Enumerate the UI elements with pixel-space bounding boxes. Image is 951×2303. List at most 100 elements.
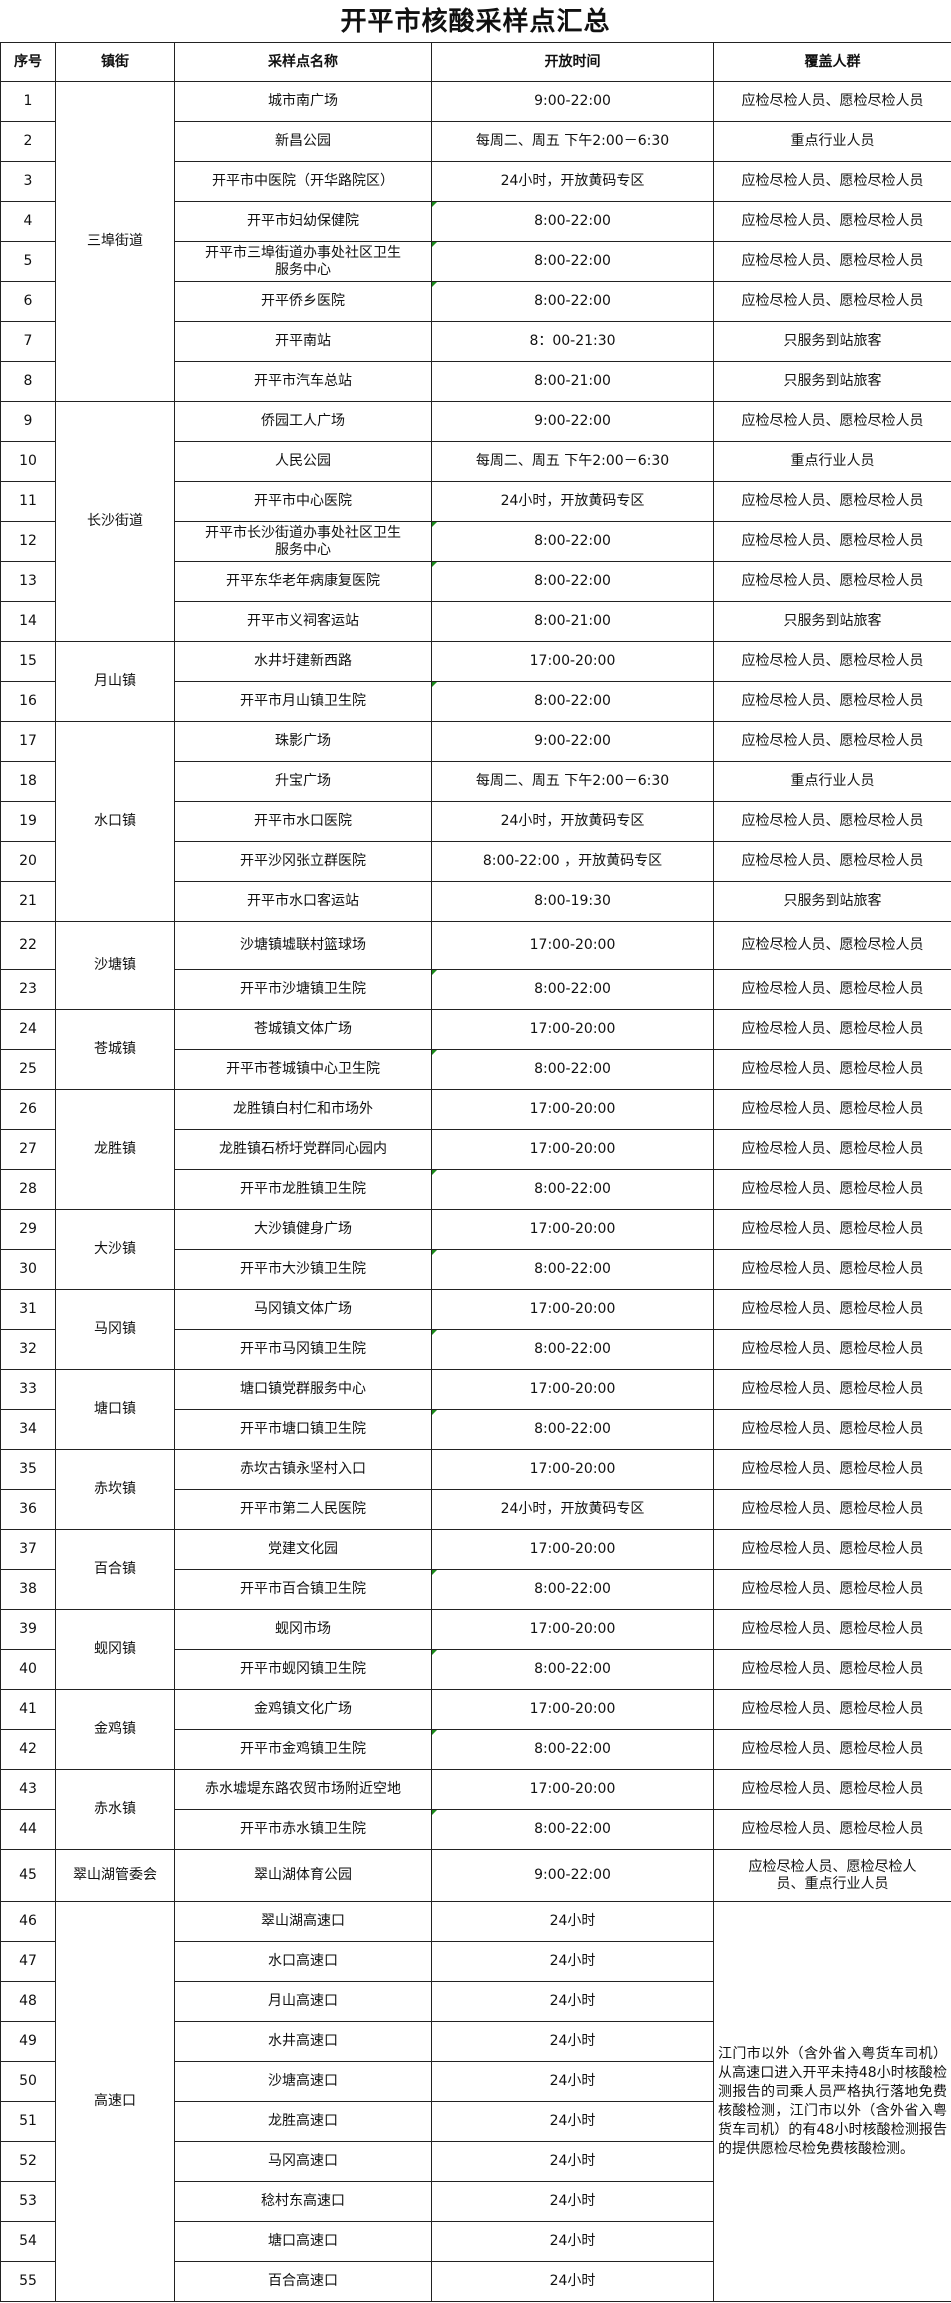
cell-marker-icon xyxy=(432,1330,437,1335)
row-number: 31 xyxy=(0,1289,56,1330)
open-hours: 8:00-22:00 xyxy=(431,1409,714,1450)
open-hours: 24小时，开放黄码专区 xyxy=(431,161,714,202)
site-name: 开平南站 xyxy=(174,321,432,362)
open-hours-text: 24小时 xyxy=(549,2233,596,2249)
open-hours-text: 17:00-20:00 xyxy=(529,1221,616,1237)
site-name: 稔村东高速口 xyxy=(174,2181,432,2222)
site-name: 马冈镇文体广场 xyxy=(174,1289,432,1330)
table-row: 29 大沙镇 大沙镇健身广场 17:00-20:00 应检尽检人员、愿检尽检人员 xyxy=(0,1209,951,1290)
row-number: 19 xyxy=(0,801,56,842)
row-number: 54 xyxy=(0,2221,56,2262)
row-number: 20 xyxy=(0,841,56,882)
site-name: 翠山湖高速口 xyxy=(174,1901,432,1942)
row-number: 2 xyxy=(0,121,56,162)
site-name: 侨园工人广场 xyxy=(174,401,432,442)
site-name: 开平市塘口镇卫生院 xyxy=(174,1409,432,1450)
coverage: 应检尽检人员、愿检尽检人员 xyxy=(713,681,951,722)
open-hours-text: 24小时 xyxy=(549,2153,596,2169)
open-hours-text: 9:00-22:00 xyxy=(534,93,611,109)
open-hours: 8:00-22:00 xyxy=(431,1649,714,1690)
row-number: 37 xyxy=(0,1529,56,1570)
table-row: 14 开平市义祠客运站 8:00-21:00 只服务到站旅客 xyxy=(0,601,951,642)
header-no: 序号 xyxy=(0,42,56,82)
row-number: 30 xyxy=(0,1249,56,1290)
header-row: 序号 镇街 采样点名称 开放时间 覆盖人群 xyxy=(0,42,951,82)
coverage: 应检尽检人员、愿检尽检人员 xyxy=(713,1409,951,1450)
row-number: 51 xyxy=(0,2101,56,2142)
open-hours: 8:00-22:00 xyxy=(431,969,714,1010)
row-number: 9 xyxy=(0,401,56,442)
table-row: 18 升宝广场 每周二、周五 下午2:00－6:30 重点行业人员 xyxy=(0,761,951,802)
cell-marker-icon xyxy=(432,242,437,247)
table-row: 12 开平市长沙街道办事处社区卫生服务中心 8:00-22:00 应检尽检人员、愿检尽… xyxy=(0,521,951,562)
coverage: 应检尽检人员、愿检尽检人员、重点行业人员 xyxy=(713,1849,951,1902)
open-hours: 17:00-20:00 xyxy=(431,1769,714,1810)
district-cell: 月山镇 xyxy=(55,641,175,722)
site-name: 开平市汽车总站 xyxy=(174,361,432,402)
row-number: 33 xyxy=(0,1369,56,1410)
open-hours-text: 17:00-20:00 xyxy=(529,1101,616,1117)
open-hours-text: 24小时，开放黄码专区 xyxy=(500,1501,645,1517)
open-hours-text: 24小时，开放黄码专区 xyxy=(500,173,645,189)
row-number: 1 xyxy=(0,81,56,122)
site-name: 开平市妇幼保健院 xyxy=(174,201,432,242)
row-number: 8 xyxy=(0,361,56,402)
table-row: 44 开平市赤水镇卫生院 8:00-22:00 应检尽检人员、愿检尽检人员 xyxy=(0,1809,951,1850)
open-hours-text: 24小时 xyxy=(549,2193,596,2209)
table-row: 19 开平市水口医院 24小时，开放黄码专区 应检尽检人员、愿检尽检人员 xyxy=(0,801,951,842)
coverage: 只服务到站旅客 xyxy=(713,321,951,362)
site-name: 开平市赤水镇卫生院 xyxy=(174,1809,432,1850)
open-hours: 24小时 xyxy=(431,2221,714,2262)
site-name: 马冈高速口 xyxy=(174,2141,432,2182)
row-number: 17 xyxy=(0,721,56,762)
district-cell: 蚬冈镇 xyxy=(55,1609,175,1690)
site-name: 开平市三埠街道办事处社区卫生服务中心 xyxy=(174,241,432,282)
coverage: 应检尽检人员、愿检尽检人员 xyxy=(713,1089,951,1130)
table-row: 53 稔村东高速口 24小时 xyxy=(0,2181,951,2222)
open-hours-text: 17:00-20:00 xyxy=(529,1301,616,1317)
open-hours: 9:00-22:00 xyxy=(431,721,714,762)
page-title: 开平市核酸采样点汇总 xyxy=(340,7,611,37)
row-number: 43 xyxy=(0,1769,56,1810)
open-hours-text: 8:00-22:00 xyxy=(534,1421,611,1437)
site-name: 水井圩建新西路 xyxy=(174,641,432,682)
site-name: 沙塘高速口 xyxy=(174,2061,432,2102)
open-hours: 8:00-21:00 xyxy=(431,601,714,642)
row-number: 38 xyxy=(0,1569,56,1610)
open-hours: 9:00-22:00 xyxy=(431,1849,714,1902)
open-hours-text: 17:00-20:00 xyxy=(529,1381,616,1397)
open-hours-text: 8:00-22:00 xyxy=(534,1261,611,1277)
table-row: 8 开平市汽车总站 8:00-21:00 只服务到站旅客 xyxy=(0,361,951,402)
open-hours: 24小时，开放黄码专区 xyxy=(431,481,714,522)
row-number: 28 xyxy=(0,1169,56,1210)
row-number: 35 xyxy=(0,1449,56,1490)
coverage: 应检尽检人员、愿检尽检人员 xyxy=(713,1169,951,1210)
row-number: 46 xyxy=(0,1901,56,1942)
table-row: 35 赤坎镇 赤坎古镇永坚村入口 17:00-20:00 应检尽检人员、愿检尽检人员 xyxy=(0,1449,951,1530)
open-hours-text: 8:00-22:00 xyxy=(534,1581,611,1597)
open-hours-text: 24小时 xyxy=(549,1913,596,1929)
table-row: 42 开平市金鸡镇卫生院 8:00-22:00 应检尽检人员、愿检尽检人员 xyxy=(0,1729,951,1770)
coverage: 应检尽检人员、愿检尽检人员 xyxy=(713,1569,951,1610)
row-number: 32 xyxy=(0,1329,56,1370)
table-row: 47 水口高速口 24小时 xyxy=(0,1941,951,1982)
open-hours: 17:00-20:00 xyxy=(431,1289,714,1330)
site-name: 开平市第二人民医院 xyxy=(174,1489,432,1530)
table-row: 11 开平市中心医院 24小时，开放黄码专区 应检尽检人员、愿检尽检人员 xyxy=(0,481,951,522)
header-site-name: 采样点名称 xyxy=(174,42,432,82)
row-number: 40 xyxy=(0,1649,56,1690)
table-row: 43 赤水镇 赤水墟堤东路农贸市场附近空地 17:00-20:00 应检尽检人员、愿检尽… xyxy=(0,1769,951,1850)
open-hours: 8:00-22:00 xyxy=(431,1249,714,1290)
open-hours: 17:00-20:00 xyxy=(431,1009,714,1050)
table-row: 50 沙塘高速口 24小时 xyxy=(0,2061,951,2102)
coverage: 应检尽检人员、愿检尽检人员 xyxy=(713,521,951,562)
open-hours: 24小时，开放黄码专区 xyxy=(431,1489,714,1530)
open-hours: 24小时，开放黄码专区 xyxy=(431,801,714,842)
site-name: 开平市龙胜镇卫生院 xyxy=(174,1169,432,1210)
row-number: 26 xyxy=(0,1089,56,1130)
district-cell: 百合镇 xyxy=(55,1529,175,1610)
coverage: 应检尽检人员、愿检尽检人员 xyxy=(713,1769,951,1810)
coverage: 应检尽检人员、愿检尽检人员 xyxy=(713,1369,951,1410)
open-hours: 8:00-22:00 xyxy=(431,281,714,322)
table-row: 36 开平市第二人民医院 24小时，开放黄码专区 应检尽检人员、愿检尽检人员 xyxy=(0,1489,951,1530)
